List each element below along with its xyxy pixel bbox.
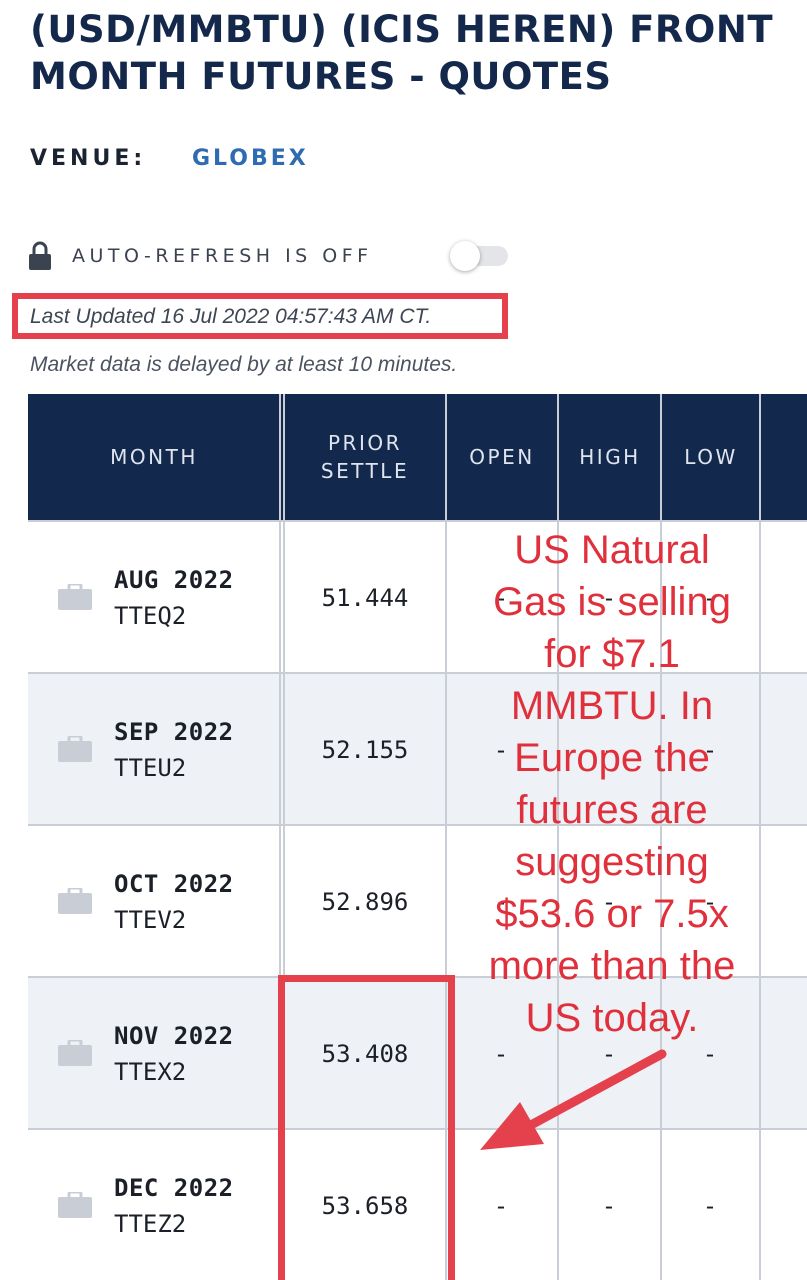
venue-row: VENUE: GLOBEX	[30, 140, 309, 176]
low-value: -	[702, 1040, 718, 1068]
briefcase-icon	[58, 1040, 92, 1066]
column-header-low[interactable]: LOW	[684, 445, 738, 469]
venue-label: VENUE:	[30, 145, 147, 171]
lock-icon	[29, 241, 51, 270]
annotation-line: suggesting	[515, 840, 709, 884]
low-value: -	[702, 736, 718, 764]
briefcase-icon	[58, 888, 92, 914]
column-divider	[279, 394, 281, 1280]
open-value: -	[493, 736, 509, 764]
contract-month[interactable]: NOV 2022	[114, 1022, 234, 1050]
column-header-open[interactable]: OPEN	[469, 445, 535, 469]
prior-settle-value: 52.155	[321, 736, 409, 764]
table-header: MONTH PRIOR SETTLE OPEN HIGH LOW	[28, 394, 807, 520]
column-divider	[445, 394, 447, 1280]
contract-code: TTEZ2	[114, 1210, 187, 1238]
annotation-text: US Natural Gas is selling for $7.1 MMBTU. I…	[462, 524, 762, 1044]
contract-month[interactable]: SEP 2022	[114, 718, 234, 746]
annotation-line: more than the	[488, 944, 736, 988]
column-divider	[283, 394, 285, 1280]
low-value: -	[702, 888, 718, 916]
arrow-annotation	[480, 1049, 667, 1150]
low-value: -	[702, 1192, 718, 1220]
annotation-line: Europe the	[514, 736, 710, 780]
open-value: -	[493, 584, 509, 612]
prior-settle-value: 52.896	[321, 888, 409, 916]
quotes-table: MONTH PRIOR SETTLE OPEN HIGH LOW AUG 202…	[28, 394, 807, 1280]
briefcase-icon	[58, 736, 92, 762]
briefcase-icon	[58, 584, 92, 610]
prior-settle-value: 53.658	[321, 1192, 409, 1220]
annotation-line: US today.	[525, 996, 699, 1040]
table-row[interactable]: AUG 2022 TTEQ2 51.444 - - -	[28, 520, 807, 672]
prior-settle-value: 53.408	[321, 1040, 409, 1068]
annotation-line: futures are	[516, 788, 708, 832]
low-value: -	[702, 584, 718, 612]
column-header-prior-settle[interactable]: PRIOR SETTLE	[320, 431, 410, 483]
annotation-line: Gas is selling	[493, 580, 731, 624]
prior-settle-highlight	[278, 975, 455, 1280]
annotation-line: $53.6 or 7.5x	[495, 892, 729, 936]
open-value: -	[493, 1192, 509, 1220]
toggle-knob[interactable]	[450, 241, 480, 271]
last-updated-timestamp: Last Updated 16 Jul 2022 04:57:43 AM CT.	[30, 305, 432, 328]
open-value: -	[493, 1040, 509, 1068]
contract-code: TTEU2	[114, 754, 187, 782]
venue-link[interactable]: GLOBEX	[192, 145, 309, 171]
table-row[interactable]: DEC 2022 TTEZ2 53.658 - - -	[28, 1128, 807, 1280]
high-value: -	[601, 888, 617, 916]
high-value: -	[601, 736, 617, 764]
contract-month[interactable]: OCT 2022	[114, 870, 234, 898]
auto-refresh-label: AUTO-REFRESH IS OFF	[72, 245, 373, 267]
annotation-line: US Natural	[514, 528, 710, 572]
contract-month[interactable]: AUG 2022	[114, 566, 234, 594]
table-row[interactable]: NOV 2022 TTEX2 53.408 - - -	[28, 976, 807, 1128]
column-divider	[660, 394, 662, 1280]
annotation-line: MMBTU. In	[510, 684, 714, 728]
high-value: -	[601, 584, 617, 612]
auto-refresh-toggle[interactable]	[448, 240, 508, 271]
high-value: -	[601, 1192, 617, 1220]
prior-settle-value: 51.444	[321, 584, 409, 612]
contract-code: TTEV2	[114, 906, 187, 934]
table-row[interactable]: SEP 2022 TTEU2 52.155 - - -	[28, 672, 807, 824]
briefcase-icon	[58, 1192, 92, 1218]
contract-code: TTEQ2	[114, 602, 187, 630]
column-header-high[interactable]: HIGH	[579, 445, 641, 469]
page-title: (USD/MMBTU) (ICIS HEREN) FRONT MONTH FUT…	[30, 6, 807, 100]
open-value: -	[493, 888, 509, 916]
column-divider	[557, 394, 559, 1280]
table-row[interactable]: OCT 2022 TTEV2 52.896 - - -	[28, 824, 807, 976]
last-updated-highlight	[12, 293, 508, 339]
contract-code: TTEX2	[114, 1058, 187, 1086]
contract-month[interactable]: DEC 2022	[114, 1174, 234, 1202]
high-value: -	[601, 1040, 617, 1068]
column-header-month[interactable]: MONTH	[110, 445, 198, 469]
delay-notice: Market data is delayed by at least 10 mi…	[30, 353, 458, 376]
page-title-line-1: (USD/MMBTU) (ICIS HEREN) FRONT	[30, 8, 774, 51]
auto-refresh-row: AUTO-REFRESH IS OFF	[28, 236, 373, 276]
page-title-line-2: MONTH FUTURES - QUOTES	[30, 55, 612, 98]
column-divider	[759, 394, 761, 1280]
annotation-line: for $7.1	[544, 632, 680, 676]
